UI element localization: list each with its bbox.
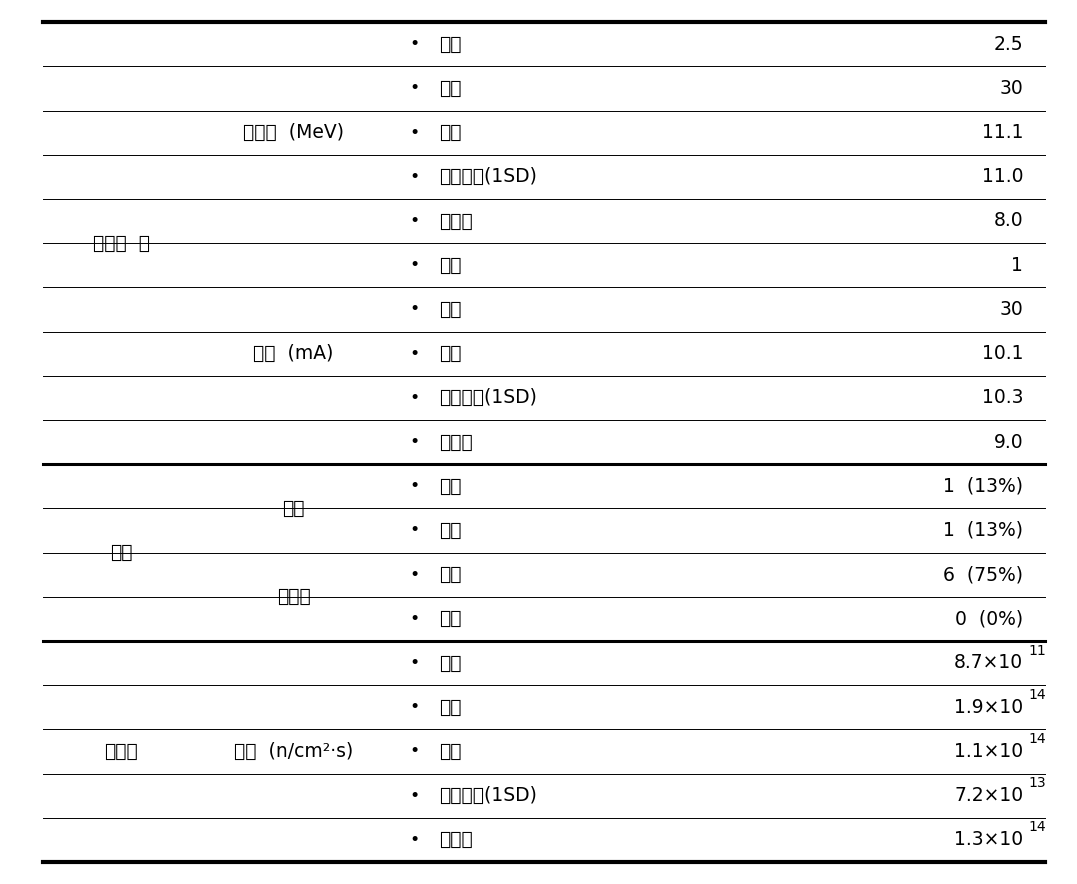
Text: 30: 30: [999, 79, 1023, 98]
Text: 표준편차(1SD): 표준편차(1SD): [439, 786, 537, 805]
Text: 1: 1: [1011, 255, 1023, 275]
Text: 리튬: 리튬: [282, 499, 305, 518]
Text: •: •: [409, 787, 420, 804]
Text: •: •: [409, 566, 420, 583]
Text: 13: 13: [1029, 776, 1046, 790]
Text: 10.3: 10.3: [981, 388, 1023, 408]
Text: 전류  (mA): 전류 (mA): [253, 344, 334, 363]
Text: 액체: 액체: [439, 521, 462, 540]
Text: 1  (13%): 1 (13%): [943, 521, 1023, 540]
Text: •: •: [409, 124, 420, 141]
Text: 0  (0%): 0 (0%): [955, 609, 1023, 629]
Text: 액체: 액체: [439, 609, 462, 629]
Text: 8.7×10: 8.7×10: [954, 653, 1023, 673]
Text: 중간값: 중간값: [439, 432, 473, 452]
Text: •: •: [409, 522, 420, 539]
Text: 평균: 평균: [439, 742, 462, 761]
Text: 1  (13%): 1 (13%): [943, 476, 1023, 496]
Text: 11.0: 11.0: [981, 167, 1023, 187]
Text: •: •: [409, 256, 420, 274]
Text: •: •: [409, 301, 420, 318]
Text: 최대: 최대: [439, 79, 462, 98]
Text: 14: 14: [1029, 688, 1046, 702]
Text: 30: 30: [999, 300, 1023, 319]
Text: •: •: [409, 389, 420, 407]
Text: 11.1: 11.1: [981, 123, 1023, 142]
Text: 평균: 평균: [439, 344, 462, 363]
Text: 평균: 평균: [439, 123, 462, 142]
Text: •: •: [409, 831, 420, 849]
Text: 표적: 표적: [110, 543, 132, 562]
Text: 9.0: 9.0: [993, 432, 1023, 452]
Text: •: •: [409, 654, 420, 672]
Text: 1.3×10: 1.3×10: [954, 830, 1023, 850]
Text: 베릴륨: 베릴륨: [277, 587, 310, 606]
Text: 1.9×10: 1.9×10: [954, 697, 1023, 717]
Text: 최대: 최대: [439, 300, 462, 319]
Text: 중간값: 중간값: [439, 830, 473, 850]
Text: 최소: 최소: [439, 34, 462, 54]
Text: 10.1: 10.1: [981, 344, 1023, 363]
Text: •: •: [409, 433, 420, 451]
Text: 고체: 고체: [439, 565, 462, 584]
Text: •: •: [409, 168, 420, 186]
Text: 중성자: 중성자: [104, 742, 138, 761]
Text: 7.2×10: 7.2×10: [954, 786, 1023, 805]
Text: •: •: [409, 212, 420, 230]
Text: •: •: [409, 698, 420, 716]
Text: •: •: [409, 345, 420, 362]
Text: 수율  (n/cm²·s): 수율 (n/cm²·s): [234, 742, 353, 761]
Text: 최소: 최소: [439, 653, 462, 673]
Text: 14: 14: [1029, 820, 1046, 834]
Text: •: •: [409, 610, 420, 628]
Text: 표준편차(1SD): 표준편차(1SD): [439, 388, 537, 408]
Text: 8.0: 8.0: [993, 211, 1023, 231]
Text: 6  (75%): 6 (75%): [943, 565, 1023, 584]
Text: •: •: [409, 477, 420, 495]
Text: •: •: [409, 743, 420, 760]
Text: 14: 14: [1029, 732, 1046, 746]
Text: 양성자  빔: 양성자 빔: [93, 233, 150, 253]
Text: 2.5: 2.5: [993, 34, 1023, 54]
Text: 중간값: 중간값: [439, 211, 473, 231]
Text: 에너지  (MeV): 에너지 (MeV): [243, 123, 344, 142]
Text: 1.1×10: 1.1×10: [954, 742, 1023, 761]
Text: 고체: 고체: [439, 476, 462, 496]
Text: 11: 11: [1029, 644, 1046, 658]
Text: 최소: 최소: [439, 255, 462, 275]
Text: •: •: [409, 35, 420, 53]
Text: •: •: [409, 80, 420, 97]
Text: 표준편차(1SD): 표준편차(1SD): [439, 167, 537, 187]
Text: 최대: 최대: [439, 697, 462, 717]
